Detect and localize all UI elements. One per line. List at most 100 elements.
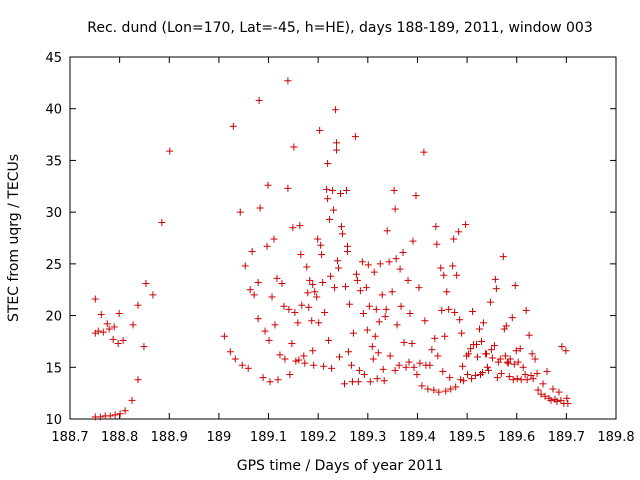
data-point	[562, 347, 570, 355]
data-point	[324, 195, 332, 203]
data-point	[450, 235, 458, 243]
data-point	[328, 364, 336, 372]
data-point	[261, 327, 269, 335]
axis-ticks	[69, 56, 617, 420]
data-point	[433, 240, 441, 248]
data-point	[469, 307, 477, 315]
data-point	[517, 376, 525, 384]
data-point	[220, 332, 228, 340]
data-point	[291, 308, 299, 316]
data-point	[294, 319, 302, 327]
y-axis-label: STEC from uqrg / TECUs	[6, 154, 22, 322]
data-point	[263, 242, 271, 250]
data-point	[378, 291, 386, 299]
data-point	[564, 399, 572, 407]
data-point	[140, 343, 148, 351]
data-point	[119, 336, 127, 344]
data-point	[385, 258, 393, 266]
x-tick-label: 189.2	[300, 430, 337, 445]
data-point	[519, 363, 527, 371]
data-point	[91, 295, 99, 303]
data-point	[300, 352, 308, 360]
data-point	[432, 223, 440, 231]
data-point	[388, 288, 396, 296]
data-point	[451, 308, 459, 316]
data-point	[534, 386, 542, 394]
data-point	[114, 339, 122, 347]
data-point	[310, 361, 318, 369]
data-point	[109, 335, 117, 343]
x-tick-label: 188.9	[151, 430, 188, 445]
data-point	[453, 271, 461, 279]
data-point	[501, 352, 509, 360]
x-tick-label: 189.7	[548, 430, 585, 445]
data-point	[303, 263, 311, 271]
data-point	[244, 364, 252, 372]
data-point	[238, 361, 246, 369]
data-point	[256, 204, 264, 212]
data-point	[324, 160, 332, 168]
data-point	[149, 291, 157, 299]
data-point	[464, 371, 472, 379]
data-point	[555, 388, 563, 396]
x-tick-label: 189	[206, 430, 231, 445]
data-point	[304, 289, 312, 297]
data-point	[440, 271, 448, 279]
data-point	[416, 359, 424, 367]
data-point	[510, 360, 518, 368]
data-point	[455, 228, 463, 236]
data-point	[379, 365, 387, 373]
y-tick-label: 15	[45, 361, 62, 376]
data-point	[284, 77, 292, 85]
data-point	[229, 122, 237, 130]
data-point	[338, 223, 346, 231]
data-point	[392, 255, 400, 263]
data-point	[94, 327, 102, 335]
data-point	[276, 351, 284, 359]
data-point	[523, 376, 531, 384]
data-point	[503, 358, 511, 366]
data-point	[395, 361, 403, 369]
data-point	[443, 288, 451, 296]
data-point	[400, 338, 408, 346]
data-point	[487, 346, 495, 354]
data-point	[264, 181, 272, 189]
data-point	[297, 251, 305, 259]
data-point	[166, 147, 174, 155]
data-point	[493, 374, 501, 382]
data-point	[435, 388, 443, 396]
x-tick-label: 188.8	[101, 430, 138, 445]
data-point	[438, 306, 446, 314]
x-tick-label: 189.6	[498, 430, 535, 445]
y-tick-label: 10	[45, 413, 62, 428]
data-point	[418, 382, 426, 390]
data-point	[457, 376, 465, 384]
data-point	[360, 371, 368, 379]
data-point	[365, 302, 373, 310]
x-tick-label: 189.3	[349, 430, 386, 445]
data-point	[508, 314, 516, 322]
data-point	[521, 371, 529, 379]
data-point	[462, 221, 470, 229]
data-point	[325, 336, 333, 344]
data-point	[380, 377, 388, 385]
data-point	[342, 186, 350, 194]
data-point	[504, 359, 512, 367]
data-point	[99, 328, 107, 336]
data-point	[362, 284, 370, 292]
data-point	[348, 378, 356, 386]
data-point	[292, 357, 300, 365]
chart-title: Rec. dund (Lon=170, Lat=-45, h=HE), days…	[87, 20, 593, 36]
data-point	[410, 363, 418, 371]
data-point	[511, 282, 519, 290]
data-point	[386, 352, 394, 360]
data-point	[431, 334, 439, 342]
data-point	[255, 96, 263, 104]
data-point	[376, 260, 384, 268]
data-point	[96, 413, 104, 421]
data-point	[456, 316, 464, 324]
data-point	[364, 261, 372, 269]
data-point	[409, 237, 417, 245]
data-point	[512, 347, 520, 355]
data-point	[331, 284, 339, 292]
